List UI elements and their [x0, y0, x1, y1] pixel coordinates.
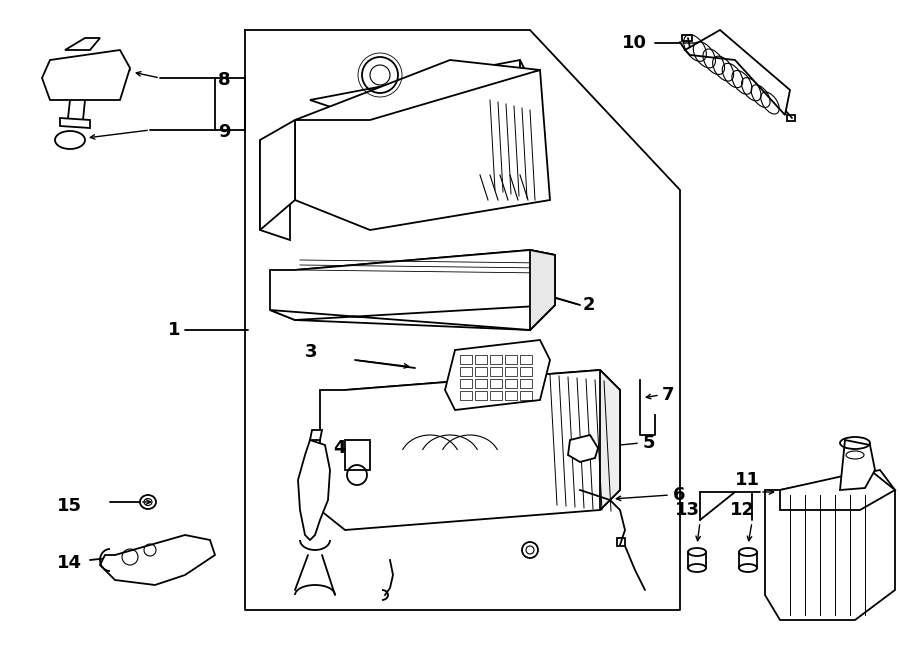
- Polygon shape: [60, 118, 90, 128]
- Bar: [505, 391, 517, 400]
- Polygon shape: [345, 440, 370, 470]
- Polygon shape: [298, 440, 330, 540]
- Polygon shape: [520, 60, 540, 190]
- Polygon shape: [685, 30, 790, 115]
- Polygon shape: [270, 250, 555, 330]
- Polygon shape: [310, 60, 520, 120]
- Polygon shape: [568, 435, 598, 462]
- Polygon shape: [260, 120, 295, 230]
- Text: 5: 5: [643, 434, 655, 452]
- Polygon shape: [600, 370, 620, 510]
- Text: 1: 1: [168, 321, 181, 339]
- Polygon shape: [65, 38, 100, 50]
- Text: 2: 2: [583, 296, 596, 314]
- Text: 4: 4: [333, 439, 346, 457]
- Bar: [490, 367, 502, 376]
- Bar: [490, 355, 502, 364]
- Polygon shape: [295, 250, 555, 275]
- Polygon shape: [295, 70, 550, 230]
- Text: 7: 7: [662, 386, 674, 404]
- Polygon shape: [445, 340, 550, 410]
- Polygon shape: [765, 470, 895, 620]
- Bar: [505, 367, 517, 376]
- Bar: [460, 379, 472, 388]
- Bar: [460, 367, 472, 376]
- Bar: [617, 538, 625, 546]
- Text: 14: 14: [57, 554, 82, 572]
- Bar: [475, 367, 487, 376]
- Bar: [520, 391, 532, 400]
- Text: 9: 9: [218, 123, 230, 141]
- Bar: [787, 115, 795, 121]
- Polygon shape: [42, 50, 130, 100]
- Bar: [490, 391, 502, 400]
- Bar: [475, 391, 487, 400]
- Polygon shape: [320, 370, 620, 530]
- Circle shape: [526, 546, 534, 554]
- Polygon shape: [295, 60, 540, 120]
- Ellipse shape: [688, 564, 706, 572]
- Polygon shape: [780, 470, 895, 510]
- Text: 12: 12: [730, 501, 755, 519]
- Bar: [682, 35, 692, 41]
- Bar: [520, 355, 532, 364]
- Polygon shape: [260, 140, 290, 240]
- Polygon shape: [270, 305, 555, 330]
- Ellipse shape: [739, 564, 757, 572]
- Text: 6: 6: [673, 486, 686, 504]
- Bar: [505, 379, 517, 388]
- Text: 15: 15: [57, 497, 82, 515]
- Bar: [475, 379, 487, 388]
- Bar: [520, 379, 532, 388]
- Polygon shape: [310, 430, 322, 440]
- Text: 8: 8: [218, 71, 230, 89]
- Bar: [460, 391, 472, 400]
- Text: 10: 10: [622, 34, 647, 52]
- Text: 3: 3: [305, 343, 318, 361]
- Polygon shape: [345, 370, 620, 410]
- Polygon shape: [530, 250, 555, 330]
- Polygon shape: [840, 440, 875, 490]
- Bar: [505, 355, 517, 364]
- Text: 11: 11: [735, 471, 760, 489]
- Polygon shape: [100, 535, 215, 585]
- Bar: [475, 355, 487, 364]
- Text: 13: 13: [675, 501, 700, 519]
- Bar: [520, 367, 532, 376]
- Bar: [490, 379, 502, 388]
- Bar: [460, 355, 472, 364]
